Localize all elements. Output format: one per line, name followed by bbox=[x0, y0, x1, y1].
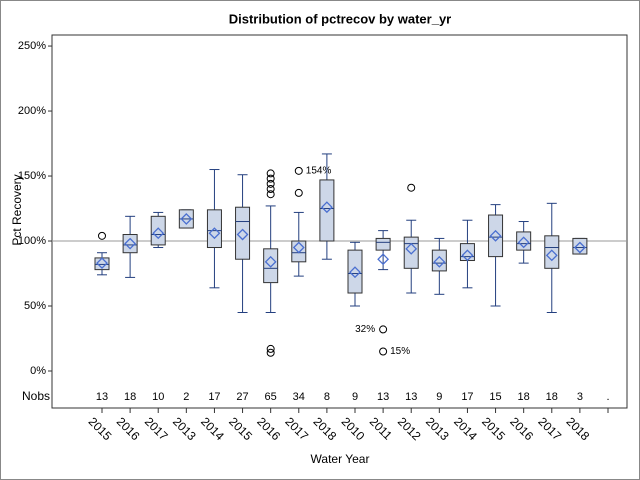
nobs-value: 3 bbox=[577, 391, 583, 403]
nobs-label: Nobs bbox=[22, 389, 50, 403]
box bbox=[319, 179, 335, 242]
mean-marker bbox=[152, 227, 165, 240]
outlier bbox=[294, 188, 303, 197]
mean-marker bbox=[405, 242, 418, 255]
nobs-value: 17 bbox=[208, 391, 220, 403]
nobs-value: 13 bbox=[405, 391, 417, 403]
nobs-value: . bbox=[606, 391, 609, 403]
mean-marker bbox=[96, 257, 108, 270]
outlier-label: 154% bbox=[306, 165, 332, 176]
y-tick-label: 250% bbox=[18, 40, 46, 52]
mean-marker bbox=[573, 241, 586, 254]
box bbox=[459, 243, 475, 262]
mean-marker bbox=[489, 229, 502, 242]
mean-marker bbox=[180, 213, 193, 225]
outlier bbox=[266, 344, 275, 353]
nobs-value: 8 bbox=[324, 391, 330, 403]
y-tick-label: 200% bbox=[18, 105, 46, 117]
mean-marker bbox=[377, 253, 390, 266]
mean-marker bbox=[124, 237, 137, 250]
nobs-value: 18 bbox=[546, 391, 558, 403]
box bbox=[403, 236, 419, 269]
box bbox=[375, 237, 391, 251]
nobs-value: 27 bbox=[236, 391, 248, 403]
nobs-value: 34 bbox=[293, 391, 305, 403]
box bbox=[431, 249, 447, 272]
box bbox=[516, 231, 532, 251]
mean-marker bbox=[264, 255, 277, 268]
nobs-value: 2 bbox=[183, 391, 189, 403]
box bbox=[544, 235, 560, 269]
box bbox=[150, 215, 166, 246]
outlier bbox=[266, 169, 275, 178]
mean-marker bbox=[433, 255, 446, 268]
y-tick-label: 150% bbox=[18, 170, 46, 182]
y-tick-label: 0% bbox=[30, 365, 46, 377]
outlier bbox=[294, 166, 303, 175]
y-axis-label: Pct Recovery bbox=[10, 174, 24, 245]
mean-marker bbox=[349, 266, 361, 279]
mean-marker bbox=[292, 241, 305, 254]
mean-marker bbox=[545, 249, 558, 262]
x-axis-label: Water Year bbox=[311, 452, 370, 466]
nobs-value: 10 bbox=[152, 391, 164, 403]
box bbox=[122, 234, 138, 254]
nobs-value: 9 bbox=[352, 391, 358, 403]
outlier-label: 32% bbox=[355, 324, 375, 335]
plot-frame bbox=[51, 34, 628, 409]
outlier bbox=[266, 185, 275, 194]
mean-marker bbox=[461, 249, 474, 262]
outlier bbox=[266, 348, 275, 357]
box bbox=[291, 240, 307, 263]
outlier-label: 15% bbox=[390, 346, 410, 357]
nobs-value: 13 bbox=[377, 391, 389, 403]
nobs-value: 13 bbox=[96, 391, 108, 403]
outlier bbox=[266, 174, 275, 183]
box bbox=[347, 249, 363, 294]
nobs-value: 65 bbox=[265, 391, 277, 403]
nobs-value: 9 bbox=[436, 391, 442, 403]
outlier bbox=[98, 231, 106, 240]
outlier bbox=[266, 190, 275, 199]
mean-marker bbox=[208, 227, 221, 240]
nobs-value: 15 bbox=[489, 391, 501, 403]
outlier bbox=[266, 179, 275, 188]
box bbox=[488, 214, 504, 258]
outlier bbox=[379, 347, 388, 356]
y-tick-label: 50% bbox=[24, 300, 46, 312]
mean-marker bbox=[236, 228, 249, 241]
nobs-value: 17 bbox=[461, 391, 473, 403]
nobs-value: 18 bbox=[124, 391, 136, 403]
outlier bbox=[379, 325, 388, 334]
mean-marker bbox=[517, 236, 530, 249]
box bbox=[235, 206, 251, 260]
y-tick-label: 100% bbox=[18, 235, 46, 247]
chart-title: Distribution of pctrecov by water_yr bbox=[229, 11, 452, 26]
mean-marker bbox=[320, 201, 333, 214]
nobs-value: 18 bbox=[518, 391, 530, 403]
box bbox=[572, 237, 588, 255]
outlier bbox=[407, 183, 416, 192]
box bbox=[263, 248, 279, 284]
